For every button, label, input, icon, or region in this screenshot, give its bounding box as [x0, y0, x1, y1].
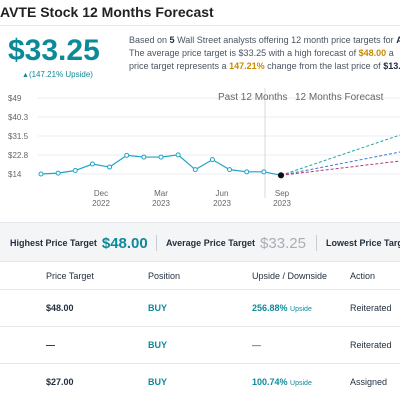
- price-point: [89, 161, 95, 167]
- highest-target-value: $48.00: [101, 234, 148, 252]
- average-price-box: $33.25 ▲(147.21% Upside): [0, 30, 118, 85]
- cell-price-target: —: [46, 340, 55, 350]
- cell-position: BUY: [148, 340, 168, 350]
- kpi-separator: [316, 235, 317, 251]
- highest-target-label: Highest Price Target: [10, 238, 97, 248]
- average-target-value: $33.25: [260, 234, 306, 252]
- price-point: [192, 167, 198, 173]
- ticker-fragment: A: [396, 35, 400, 45]
- price-point: [261, 169, 267, 175]
- x-tick-year: 2022: [92, 199, 110, 208]
- price-point: [209, 157, 215, 163]
- column-header-price-target[interactable]: Price Target: [46, 271, 94, 281]
- x-tick-month: Mar: [154, 189, 168, 198]
- analyst-count: 5: [169, 35, 175, 45]
- summary-high-forecast: $48.00: [358, 48, 387, 58]
- lowest-target-kpi: Lowest Price Target: [326, 223, 400, 263]
- column-header-position[interactable]: Position: [148, 271, 181, 281]
- price-point: [107, 164, 113, 170]
- x-tick-month: Dec: [94, 189, 108, 198]
- price-point: [124, 152, 130, 158]
- price-point: [175, 152, 181, 158]
- summary-line-3: price target represents a 147.21% change…: [129, 60, 400, 73]
- forecast-lines: [280, 134, 400, 176]
- y-tick-label: $49: [8, 94, 22, 103]
- y-tick-label: $40.3: [8, 113, 29, 122]
- price-point: [227, 167, 233, 173]
- column-header-upside[interactable]: Upside / Downside: [252, 271, 328, 281]
- price-point: [141, 154, 147, 160]
- price-point: [72, 168, 78, 174]
- table-row[interactable]: $27.00 BUY 100.74% Upside Assigned: [0, 364, 400, 400]
- last-price-point: [277, 172, 285, 179]
- x-tick-year: 2023: [213, 199, 231, 208]
- price-point: [158, 154, 164, 160]
- price-forecast-chart: $49$40.3$31.5$22.8$14 Dec2022Mar2023Jun2…: [8, 88, 400, 208]
- summary-last-price: $13.4: [383, 61, 400, 71]
- column-header-action[interactable]: Action: [350, 271, 376, 281]
- cell-action: Assigned: [350, 377, 388, 387]
- cell-upside: —: [252, 340, 261, 350]
- cell-position: BUY: [148, 377, 168, 387]
- cell-upside: 100.74% Upside: [252, 377, 312, 387]
- highest-target-kpi: Highest Price Target $48.00: [10, 223, 148, 263]
- x-tick-month: Jun: [216, 189, 229, 198]
- x-tick-year: 2023: [152, 199, 170, 208]
- y-tick-label: $31.5: [8, 132, 29, 141]
- forecast-average-line: [280, 151, 400, 176]
- lowest-target-label: Lowest Price Target: [326, 238, 400, 248]
- page-title: AVTE Stock 12 Months Forecast: [0, 4, 214, 20]
- forecast-summary: Based on 5 Wall Street analysts offering…: [129, 34, 400, 73]
- cell-position: BUY: [148, 303, 168, 313]
- table-row[interactable]: $48.00 BUY 256.88% Upside Reiterated: [0, 290, 400, 327]
- average-target-label: Average Price Target: [166, 238, 256, 248]
- up-arrow-icon: ▲: [22, 72, 29, 79]
- y-axis-ticks: $49 $40.3 $31.5 $22.8 $14: [8, 94, 29, 179]
- legend-forecast-label: 12 Months Forecast: [295, 92, 384, 103]
- cell-action: Reiterated: [350, 340, 392, 350]
- x-tick-year: 2023: [273, 199, 291, 208]
- forecast-high-line: [280, 134, 400, 176]
- summary-line-1: Based on 5 Wall Street analysts offering…: [129, 34, 400, 47]
- analyst-ratings-table: Price Target Position Upside / Downside …: [0, 262, 400, 400]
- forecast-header: AVTE Stock 12 Months Forecast: [0, 0, 400, 26]
- x-tick-month: Sep: [275, 189, 290, 198]
- y-tick-label: $22.8: [8, 151, 29, 160]
- kpi-separator: [156, 235, 157, 251]
- legend-past-label: Past 12 Months: [218, 92, 287, 103]
- upside-percent: (147.21% Upside): [28, 70, 93, 79]
- price-target-kpis: Highest Price Target $48.00 Average Pric…: [0, 222, 400, 262]
- summary-change-percent: 147.21%: [229, 61, 265, 71]
- table-row[interactable]: — BUY — Reiterated: [0, 327, 400, 364]
- cell-action: Reiterated: [350, 303, 392, 313]
- past-price-points: [38, 152, 285, 179]
- average-target-kpi: Average Price Target $33.25: [166, 223, 306, 263]
- price-point: [38, 171, 44, 177]
- cell-price-target: $27.00: [46, 377, 74, 387]
- price-point: [55, 170, 61, 176]
- table-header: Price Target Position Upside / Downside …: [0, 262, 400, 290]
- upside-indicator: ▲(147.21% Upside): [22, 70, 93, 79]
- cell-upside: 256.88% Upside: [252, 303, 312, 313]
- summary-line-2: The average price target is $33.25 with …: [129, 48, 394, 58]
- price-point: [244, 169, 250, 175]
- y-tick-label: $14: [8, 170, 22, 179]
- cell-price-target: $48.00: [46, 303, 74, 313]
- title-divider: [0, 25, 400, 26]
- average-price-value: $33.25: [8, 34, 100, 67]
